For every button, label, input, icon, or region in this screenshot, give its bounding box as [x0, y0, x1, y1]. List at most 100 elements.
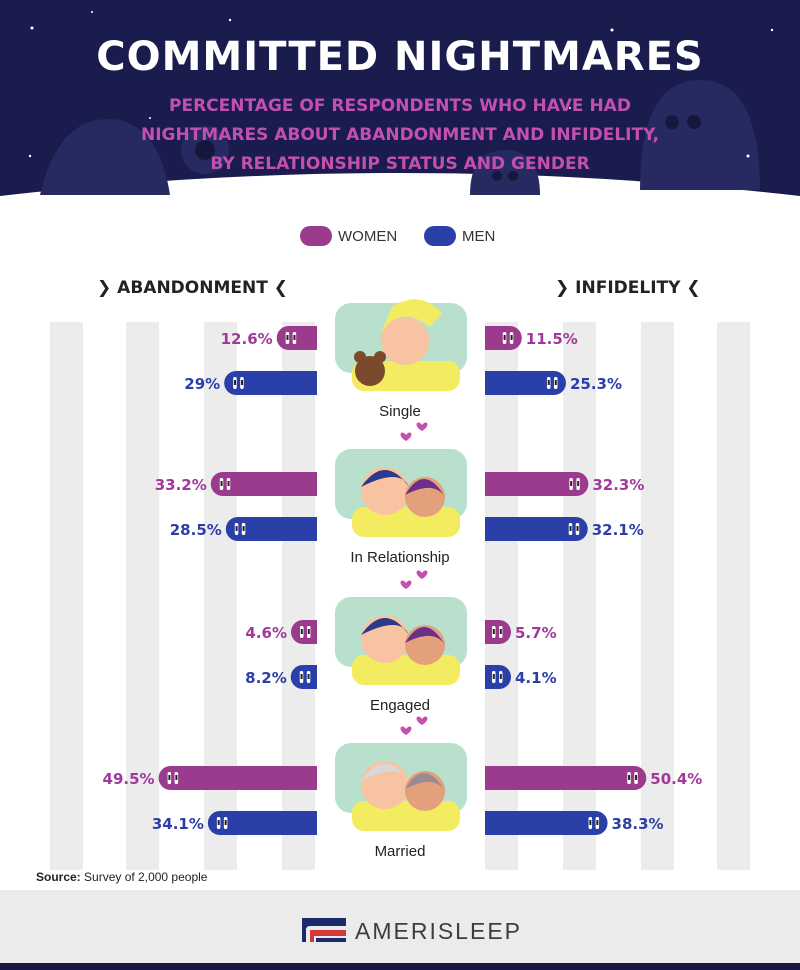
bar-pupil	[547, 380, 550, 385]
bar-value-label: 29%	[184, 375, 220, 393]
chart-subtitle: PERCENTAGE OF RESPONDENTS WHO HAVE HAD N…	[0, 92, 800, 179]
bar-pupil	[168, 775, 171, 780]
bar-value-label: 34.1%	[152, 815, 204, 833]
bar-pupil	[503, 335, 506, 340]
bar-pupil	[175, 775, 178, 780]
bar-pupil	[589, 820, 592, 825]
footer	[0, 890, 800, 970]
abandonment-bar-men: 29%	[184, 371, 317, 395]
bar-pupil	[576, 526, 579, 531]
bar-value-label: 32.3%	[592, 476, 644, 494]
bar-pupil	[300, 629, 303, 634]
chevron-right-icon: ❯	[555, 278, 570, 298]
pajama-icon	[352, 507, 460, 537]
bar-pupil	[227, 481, 230, 486]
legend-men: MEN	[424, 225, 495, 247]
stars-icon	[28, 11, 774, 158]
bar-shape	[485, 517, 588, 541]
bar-value-label: 33.2%	[155, 476, 207, 494]
bar-shape	[485, 472, 589, 496]
subtitle-line: PERCENTAGE OF RESPONDENTS WHO HAVE HAD	[169, 96, 631, 116]
bar-shape	[291, 620, 317, 644]
bar-pupil	[234, 380, 236, 385]
source-text: Survey of 2,000 people	[84, 870, 208, 884]
heart-icon	[400, 726, 412, 735]
source-note: Source: Survey of 2,000 people	[36, 870, 207, 884]
bar-pupil	[554, 380, 557, 385]
bar-pupil	[570, 481, 573, 486]
bar-pupil	[307, 629, 310, 634]
section-title: ABANDONMENT	[117, 278, 268, 298]
abandonment-bar-women: 33.2%	[155, 472, 317, 496]
infidelity-bar-women: 11.5%	[485, 326, 578, 350]
bar-value-label: 4.6%	[245, 624, 287, 642]
legend-women: WOMEN	[300, 225, 397, 247]
abandonment-bar-women: 49.5%	[103, 766, 317, 790]
hair-icon	[405, 478, 446, 499]
heart-icon	[416, 716, 428, 725]
night-sky-background	[0, 0, 800, 196]
abandonment-bar-men: 8.2%	[245, 665, 317, 689]
legend-swatch-men	[424, 226, 456, 246]
bar-pupil	[286, 335, 289, 340]
bar-pupil	[293, 335, 296, 340]
bar-shape	[207, 811, 317, 835]
hair-icon	[361, 618, 409, 635]
heart-icon	[416, 422, 428, 431]
hair-icon	[405, 626, 446, 647]
grid-stripe	[717, 322, 750, 870]
category-label-married: Married	[374, 843, 426, 860]
pajama-icon	[352, 801, 460, 831]
subtitle-line: NIGHTMARES ABOUT ABANDONMENT AND INFIDEL…	[140, 125, 660, 145]
bar-value-label: 4.1%	[515, 669, 557, 687]
bar-pupil	[224, 820, 227, 825]
infidelity-bar-men: 38.3%	[485, 811, 664, 835]
abandonment-bar-men: 28.5%	[170, 517, 317, 541]
chevron-left-icon: ❮	[273, 278, 288, 298]
abandonment-bar-women: 12.6%	[221, 326, 317, 350]
bar-pupil	[499, 674, 502, 679]
bar-shape	[210, 472, 317, 496]
sleeping-couple-icon	[335, 422, 467, 537]
sleeping-couple-icon	[335, 716, 467, 831]
hair-icon	[361, 764, 409, 781]
bar-pupil	[307, 674, 310, 679]
bar-pupil	[628, 775, 631, 780]
bar-shape	[485, 766, 647, 790]
bar-value-label: 25.3%	[570, 375, 622, 393]
teddy-ear-icon	[354, 351, 366, 363]
legend-label-men: MEN	[462, 227, 496, 245]
heart-icon	[400, 432, 412, 441]
abandonment-bar-women: 4.6%	[245, 620, 317, 644]
section-header-abandonment: ❯ ABANDONMENT ❮	[97, 278, 288, 298]
infidelity-bar-women: 50.4%	[485, 766, 702, 790]
bar-pupil	[499, 629, 502, 634]
infidelity-bar-women: 5.7%	[485, 620, 557, 644]
sleeping-couple-icon	[335, 299, 467, 391]
bar-shape	[276, 326, 317, 350]
category-label-engaged: Engaged	[369, 697, 431, 714]
bar-pupil	[241, 380, 243, 385]
bar-pupil	[242, 526, 245, 531]
teddy-ear-icon	[374, 351, 386, 363]
legend-label-women: WOMEN	[338, 227, 398, 245]
infidelity-bar-men: 4.1%	[485, 665, 557, 689]
legend-swatch-women	[300, 226, 332, 246]
grid-stripe	[126, 322, 159, 870]
nightcap-icon	[381, 299, 442, 333]
bar-pupil	[492, 674, 495, 679]
bar-value-label: 8.2%	[245, 669, 287, 687]
bar-pupil	[220, 481, 223, 486]
bar-value-label: 49.5%	[103, 770, 155, 788]
footer-band	[0, 963, 800, 970]
bar-shape	[225, 517, 317, 541]
heart-icon	[416, 570, 428, 579]
category-label-single: Single	[379, 403, 421, 420]
bar-value-label: 28.5%	[170, 521, 222, 539]
bar-shape	[485, 665, 511, 689]
ghost-monster-icon	[40, 80, 760, 195]
bar-shape	[485, 620, 511, 644]
bar-pupil	[217, 820, 220, 825]
chevron-right-icon: ❯	[97, 278, 112, 298]
